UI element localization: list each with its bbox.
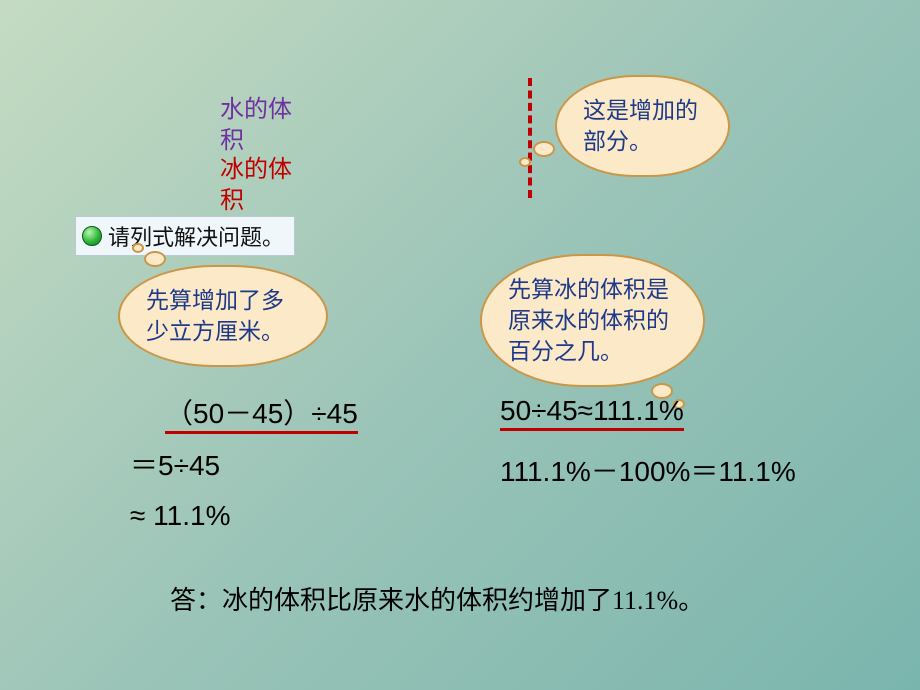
- bubble-tail-icon: [533, 141, 555, 157]
- eq-left-2: ＝5÷45: [130, 444, 220, 484]
- label-water: 水的体积: [220, 95, 310, 157]
- eq-right-1: 50÷45≈111.1%: [500, 395, 684, 427]
- bubble-tail-icon: [144, 251, 166, 267]
- bubble-top: 这是增加的部分。: [555, 75, 730, 177]
- dash-line: [528, 78, 532, 198]
- bullet-icon: [82, 226, 102, 246]
- eq-right-2: 111.1%－100%＝11.1%: [500, 450, 796, 490]
- bubble-right-text: 先算冰的体积是原来水的体积的百分之几。: [508, 277, 669, 364]
- bubble-top-text: 这是增加的部分。: [583, 98, 698, 154]
- eq-left-1: （50－45）÷45: [165, 392, 358, 432]
- prompt-box: 请列式解决问题。: [75, 216, 295, 256]
- slide: 水的体积 冰的体积 这是增加的部分。 请列式解决问题。 先算增加了多少立方厘米。…: [0, 0, 920, 690]
- eq-left-1-text: （50－45）÷45: [165, 398, 358, 434]
- bubble-left: 先算增加了多少立方厘米。: [118, 265, 328, 367]
- answer-text: 答：冰的体积比原来水的体积约增加了11.1%。: [170, 580, 704, 617]
- label-ice: 冰的体积: [220, 155, 310, 217]
- bubble-left-text: 先算增加了多少立方厘米。: [146, 288, 284, 344]
- eq-right-1-text: 50÷45≈111.1%: [500, 395, 684, 431]
- eq-left-3: ≈ 11.1%: [130, 500, 230, 532]
- bubble-right: 先算冰的体积是原来水的体积的百分之几。: [480, 254, 705, 387]
- bubble-tail-icon: [132, 243, 144, 253]
